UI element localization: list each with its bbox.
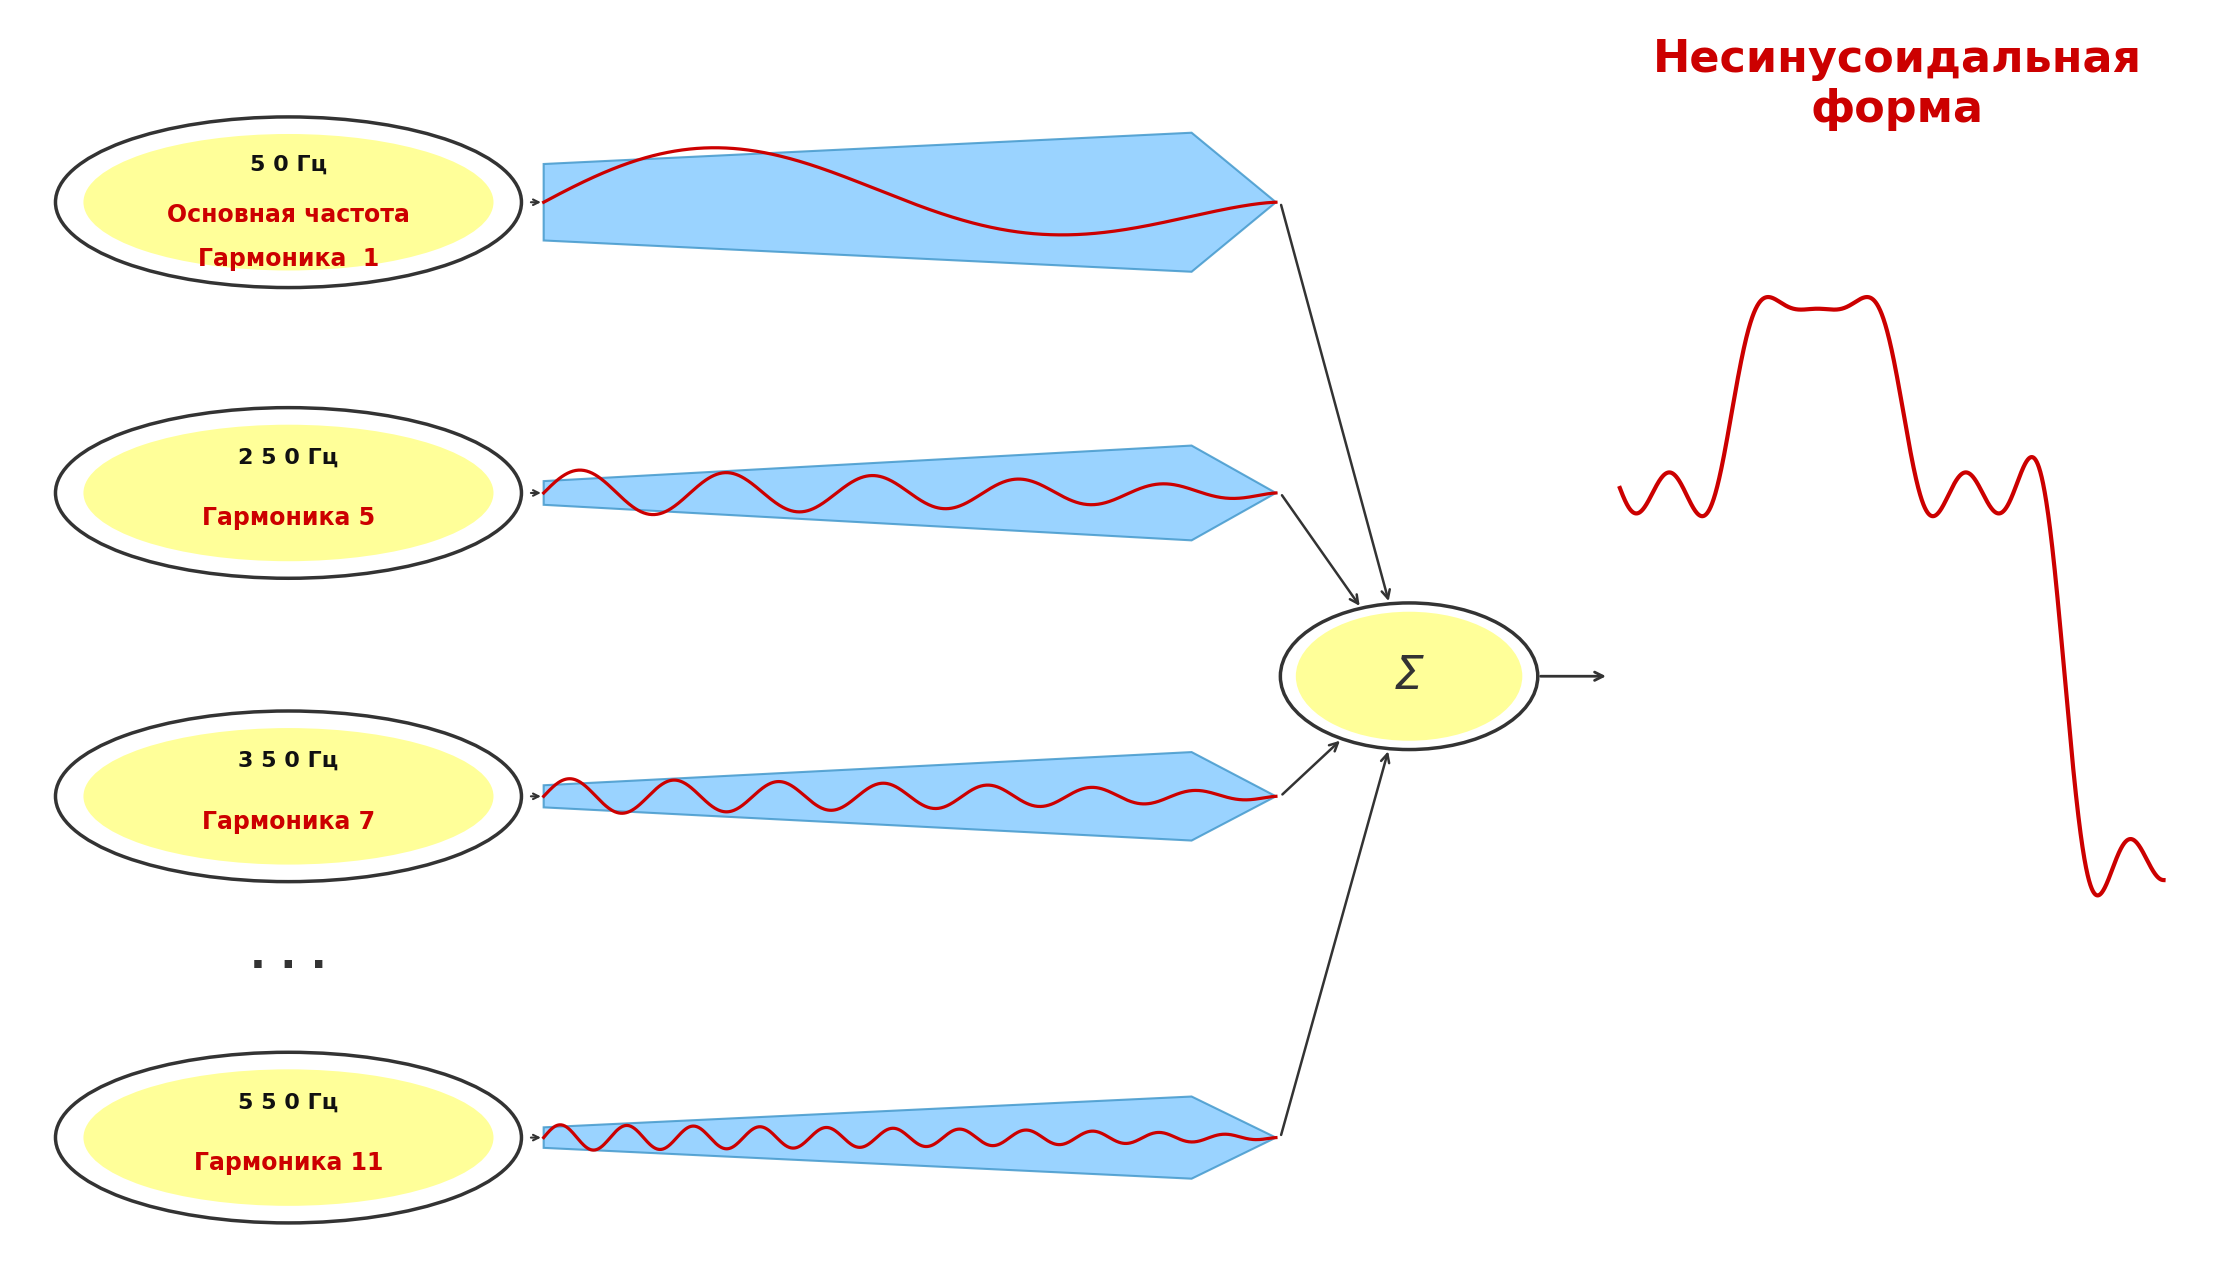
Text: 5 0 Гц: 5 0 Гц	[251, 154, 326, 174]
Polygon shape	[544, 752, 1276, 841]
Text: 3 5 0 Гц: 3 5 0 Гц	[237, 751, 340, 771]
Text: 2 5 0 Гц: 2 5 0 Гц	[237, 447, 340, 468]
Text: Основная частота: Основная частота	[166, 204, 411, 226]
Polygon shape	[544, 446, 1276, 541]
Text: Гармоника 5: Гармоника 5	[202, 507, 375, 530]
Text: Гармоника 11: Гармоника 11	[193, 1152, 384, 1174]
Ellipse shape	[55, 710, 521, 882]
Ellipse shape	[84, 134, 493, 270]
Ellipse shape	[84, 425, 493, 561]
Ellipse shape	[55, 1052, 521, 1224]
Text: Σ: Σ	[1394, 653, 1425, 699]
Ellipse shape	[91, 1073, 486, 1202]
Ellipse shape	[55, 118, 521, 288]
Circle shape	[1300, 614, 1518, 738]
Circle shape	[1280, 603, 1538, 750]
Ellipse shape	[91, 732, 486, 861]
Text: Гармоника  1: Гармоника 1	[197, 248, 379, 270]
Ellipse shape	[84, 1069, 493, 1206]
Circle shape	[1296, 612, 1522, 741]
Polygon shape	[544, 133, 1276, 272]
Text: · · ·: · · ·	[251, 945, 326, 988]
Ellipse shape	[84, 728, 493, 865]
Ellipse shape	[55, 407, 521, 579]
Text: Несинусоидальная
форма: Несинусоидальная форма	[1653, 38, 2141, 130]
Text: 5 5 0 Гц: 5 5 0 Гц	[237, 1092, 340, 1112]
Ellipse shape	[91, 428, 486, 557]
Ellipse shape	[91, 138, 486, 267]
Polygon shape	[544, 1096, 1276, 1178]
Text: Гармоника 7: Гармоника 7	[202, 810, 375, 833]
